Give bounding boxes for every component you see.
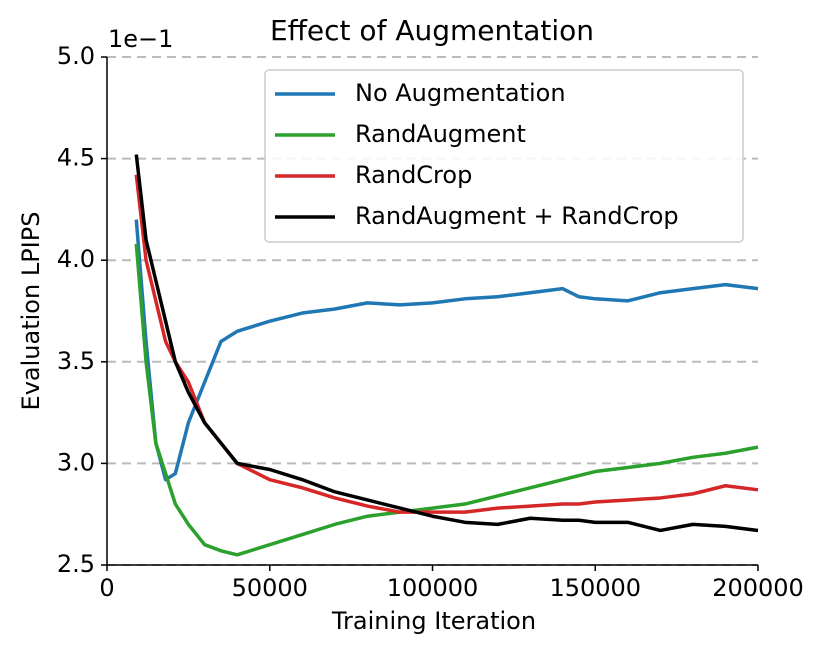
- legend-label: RandAugment: [355, 120, 526, 148]
- y-tick-label: 4.5: [57, 144, 95, 172]
- legend-label: RandAugment + RandCrop: [355, 202, 679, 230]
- x-tick-label: 200000: [712, 574, 804, 602]
- chart-title: Effect of Augmentation: [270, 14, 594, 47]
- series-line: [134, 154, 759, 533]
- x-tick-label: 100000: [387, 574, 479, 602]
- legend-label: No Augmentation: [355, 79, 566, 107]
- y-tick-label: 3.0: [57, 448, 95, 476]
- legend-label: RandCrop: [355, 161, 472, 189]
- x-tick-label: 0: [99, 574, 114, 602]
- y-tick-label: 3.5: [57, 347, 95, 375]
- y-axis-label: Evaluation LPIPS: [17, 212, 45, 411]
- x-tick-label: 50000: [232, 574, 308, 602]
- series-line: [134, 219, 759, 482]
- y-tick-label: 4.0: [57, 245, 95, 273]
- x-tick-label: 150000: [549, 574, 641, 602]
- y-offset-label: 1e−1: [108, 25, 173, 53]
- y-tick-label: 2.5: [57, 550, 95, 578]
- y-tick-label: 5.0: [57, 42, 95, 70]
- legend-box: [264, 69, 744, 243]
- series-line: [134, 243, 759, 557]
- x-axis-label: Training Iteration: [331, 607, 536, 635]
